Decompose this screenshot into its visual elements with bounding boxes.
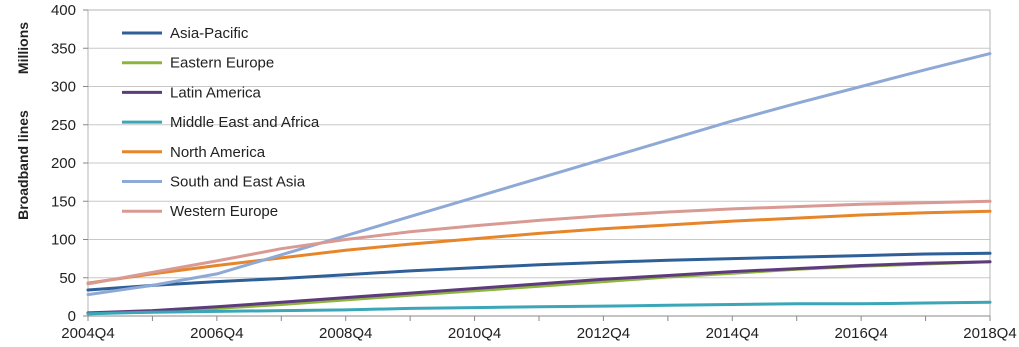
y-tick-label: 50 — [59, 270, 76, 287]
y-tick-label: 200 — [51, 155, 76, 172]
series-line-3 — [86, 300, 992, 316]
series-line-0 — [86, 251, 992, 292]
y-tick-label: 250 — [51, 117, 76, 134]
y-tick-label: 300 — [51, 79, 76, 96]
legend-entry-label: South and East Asia — [170, 174, 306, 191]
y-tick-label: 0 — [68, 308, 76, 325]
series-line-4 — [86, 209, 992, 285]
x-tick-label: 2006Q4 — [190, 325, 243, 342]
y-tick-label: 150 — [51, 193, 76, 210]
y-tick-label: 350 — [51, 40, 76, 57]
legend-entry-label: Latin America — [170, 84, 262, 101]
legend-entry-label: North America — [170, 144, 266, 161]
y-tick-label: 100 — [51, 232, 76, 249]
x-tick-label: 2014Q4 — [706, 325, 759, 342]
legend-entry-label: Middle East and Africa — [170, 114, 320, 131]
x-tick-label: 2016Q4 — [834, 325, 887, 342]
legend-entry-label: Asia-Pacific — [170, 25, 249, 42]
legend-entry-label: Western Europe — [170, 203, 278, 220]
series-line-2 — [86, 260, 992, 315]
series-line-5 — [86, 52, 992, 297]
legend-entry-label: Eastern Europe — [170, 55, 274, 72]
y-axis-title: Broadband lines — [15, 110, 31, 220]
legend: Asia-Pacific Eastern Europe Latin America M… — [122, 25, 320, 220]
axes: 0 50 100 150 200 250 300 350 400 2004Q4 2006Q4 2008… — [51, 2, 1017, 342]
x-tick-label: 2004Q4 — [61, 325, 114, 342]
y-tick-label: 400 — [51, 2, 76, 19]
y-axis-unit-label: Millions — [15, 22, 31, 74]
series-lines — [86, 52, 992, 316]
series-line-6 — [86, 199, 992, 286]
x-tick-label: 2010Q4 — [448, 325, 501, 342]
x-tick-label: 2008Q4 — [319, 325, 372, 342]
x-tick-label: 2012Q4 — [577, 325, 630, 342]
x-tick-label: 2018Q4 — [963, 325, 1016, 342]
